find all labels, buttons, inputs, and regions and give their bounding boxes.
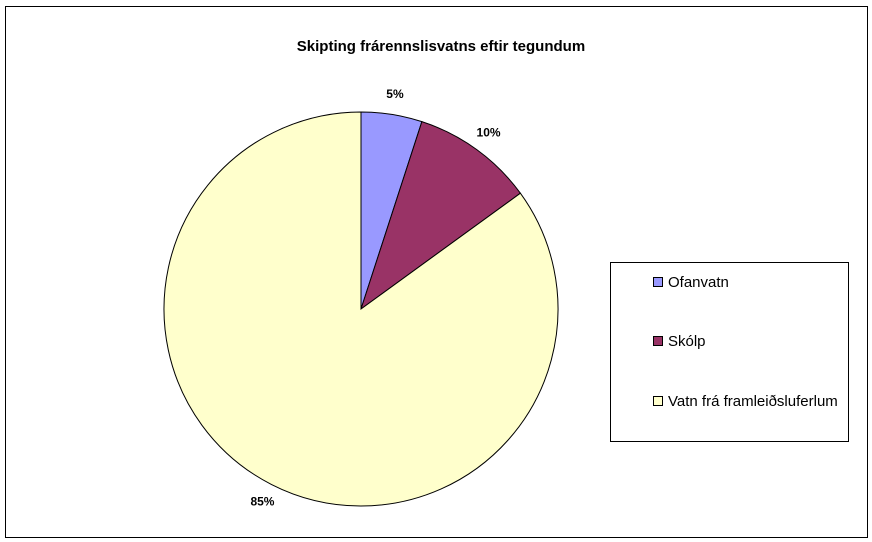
legend-swatch xyxy=(653,336,663,346)
pie-slice xyxy=(163,111,559,507)
data-label: 5% xyxy=(386,87,404,101)
legend-swatch xyxy=(653,277,663,287)
chart-title: Skipting frárennslisvatns eftir tegundum xyxy=(297,38,585,55)
legend-label: Skólp xyxy=(668,333,706,350)
legend-label: Ofanvatn xyxy=(668,274,729,291)
data-label: 85% xyxy=(250,495,274,509)
legend-swatch xyxy=(653,396,663,406)
legend-box xyxy=(610,262,849,442)
data-label: 10% xyxy=(477,126,501,140)
pie-slice xyxy=(360,121,522,311)
legend-label: Vatn frá framleiðsluferlum xyxy=(668,393,838,410)
